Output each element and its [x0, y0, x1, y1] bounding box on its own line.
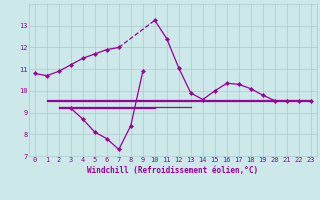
X-axis label: Windchill (Refroidissement éolien,°C): Windchill (Refroidissement éolien,°C) — [87, 166, 258, 175]
